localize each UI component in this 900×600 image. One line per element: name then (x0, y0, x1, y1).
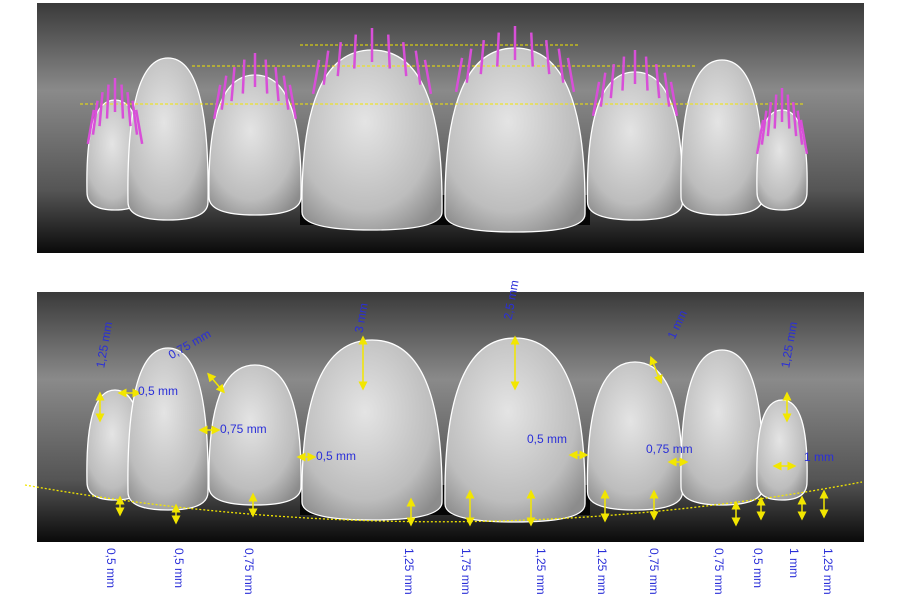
depth-label: 0,5 mm (751, 548, 765, 588)
reduction-mark (212, 84, 222, 120)
reduction-mark (322, 50, 330, 85)
tooth-outline (756, 399, 808, 501)
reduction-mark (791, 102, 798, 137)
measure-label: 2,5 mm (501, 279, 522, 321)
reduction-mark (621, 56, 626, 91)
depth-label: 1,75 mm (459, 548, 473, 595)
measure-label: 3 mm (352, 302, 371, 334)
measure-label: 0,75 mm (646, 442, 693, 456)
measure-arrow (649, 355, 663, 385)
reduction-mark (663, 72, 671, 107)
reduction-mark (387, 34, 391, 69)
reduction-mark (496, 32, 500, 67)
reduction-mark (91, 100, 99, 135)
measure-arrow (207, 372, 225, 394)
tooth-outline (301, 339, 443, 521)
reduction-mark (544, 40, 551, 75)
reduction-mark (220, 75, 228, 110)
depth-label: 1,25 mm (534, 548, 548, 595)
reduction-mark (479, 40, 486, 75)
depth-label: 0,75 mm (242, 548, 256, 595)
reduction-mark (311, 59, 321, 95)
reduction-mark (644, 56, 649, 91)
tooth-outline (680, 59, 764, 216)
reduction-mark (414, 50, 422, 85)
reduction-mark (401, 42, 408, 77)
depth-label: 0,5 mm (104, 548, 118, 588)
reduction-mark (599, 72, 607, 107)
reduction-mark (786, 94, 791, 129)
reduction-mark (760, 110, 768, 145)
reduction-mark (98, 92, 104, 127)
measure-label: 0,5 mm (138, 384, 178, 398)
overlay: 1,25 mm 0,5 mm 0,75 mm 0,75 mm 0,5 mm 3 mm 2,5… (24, 26, 863, 595)
reduction-mark (773, 94, 778, 129)
depth-label: 1,25 mm (402, 548, 416, 595)
reduction-mark (120, 84, 125, 119)
reduction-mark (230, 67, 236, 102)
reduction-mark (134, 109, 144, 145)
reduction-mark (557, 48, 565, 83)
tooth-outline (586, 361, 684, 511)
reduction-mark (669, 81, 679, 117)
reduction-mark (336, 42, 343, 77)
measure-label: 0,5 mm (316, 449, 356, 463)
tooth-outline (127, 57, 209, 221)
tooth-outline (444, 337, 586, 523)
reduction-mark (241, 59, 246, 94)
depth-label: 1 mm (787, 548, 801, 578)
smile-curve (24, 481, 863, 523)
reduction-mark (105, 84, 110, 119)
depth-label: 0,75 mm (647, 548, 661, 595)
reduction-mark (274, 67, 280, 102)
reduction-mark (423, 59, 433, 95)
measure-label: 0,75 mm (220, 422, 267, 436)
reduction-mark (264, 59, 269, 94)
reduction-mark (131, 100, 139, 135)
reduction-mark (566, 57, 576, 93)
measure-label: 0,5 mm (527, 432, 567, 446)
measure-label: 1 mm (804, 450, 834, 464)
reduction-mark (799, 119, 809, 155)
depth-label: 1,25 mm (821, 548, 835, 595)
reduction-mark (766, 102, 773, 137)
reduction-mark (530, 32, 534, 67)
reduction-mark (796, 110, 804, 145)
reduction-mark (86, 109, 96, 145)
reduction-mark (609, 64, 616, 99)
depth-label: 0,75 mm (712, 548, 726, 595)
tooth-outline (127, 347, 209, 511)
reduction-mark (454, 57, 464, 93)
reduction-mark (591, 81, 601, 117)
reduction-mark (654, 64, 661, 99)
reduction-mark (282, 75, 290, 110)
depth-label: 1,25 mm (595, 548, 609, 595)
depth-label: 0,5 mm (172, 548, 186, 588)
reduction-mark (755, 119, 765, 155)
reduction-mark (353, 34, 357, 69)
reduction-mark (126, 92, 132, 127)
reduction-mark (465, 48, 473, 83)
reduction-mark (288, 84, 298, 120)
